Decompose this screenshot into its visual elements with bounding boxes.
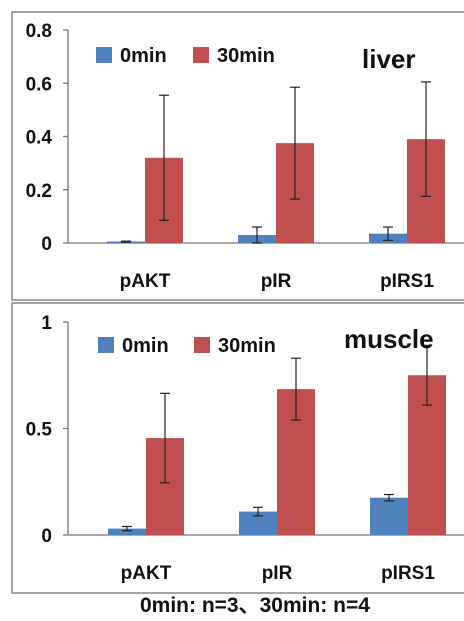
muscle-legend-label: 30min (218, 335, 276, 357)
liver-panel-frame (11, 11, 464, 301)
liver-legend-label: 30min (217, 45, 275, 67)
muscle-chart: 0 0.5 1 pAKT pIR pIRS1 0min 30min muscle (26, 313, 464, 584)
liver-legend-swatch-30min (193, 47, 209, 63)
liver-x-tick-label: pAKT (120, 271, 171, 292)
liver-y-tick-label: 0 (41, 234, 52, 255)
muscle-y-tick-label: 1 (41, 313, 52, 334)
muscle-y-tick-label: 0.5 (26, 420, 53, 441)
footnote: 0min: n=3、30min: n=4 (140, 594, 370, 617)
muscle-x-tick-label: pIRS1 (381, 563, 435, 584)
liver-y-tick-label: 0.4 (26, 128, 53, 149)
liver-y-tick-label: 0.2 (26, 181, 52, 202)
muscle-x-tick-label: pAKT (121, 563, 172, 584)
liver-y-tick-label: 0.6 (26, 74, 52, 95)
muscle-legend-swatch-0min (98, 337, 114, 353)
liver-legend-label: 0min (120, 45, 167, 67)
muscle-x-tick-label: pIR (262, 563, 293, 584)
muscle-y-tick-label: 0 (41, 526, 52, 547)
liver-y-tick-label: 0.8 (26, 21, 52, 42)
liver-panel-label: liver (362, 44, 416, 74)
muscle-bar-0min-pIR (239, 511, 277, 535)
muscle-bar-0min-pIRS1 (370, 497, 408, 535)
muscle-legend-swatch-30min (194, 337, 210, 353)
muscle-legend-label: 0min (122, 335, 169, 357)
muscle-panel-label: muscle (344, 324, 434, 354)
muscle-panel-frame (11, 302, 464, 594)
liver-x-tick-label: pIRS1 (380, 271, 434, 292)
muscle-bar-0min-pAKT (108, 528, 146, 535)
liver-x-tick-label: pIR (261, 271, 292, 292)
liver-chart: 0 0.2 0.4 0.6 0.8 pAKT pIR pIRS1 0min 30min liver (26, 21, 464, 292)
liver-legend-swatch-0min (96, 47, 112, 63)
